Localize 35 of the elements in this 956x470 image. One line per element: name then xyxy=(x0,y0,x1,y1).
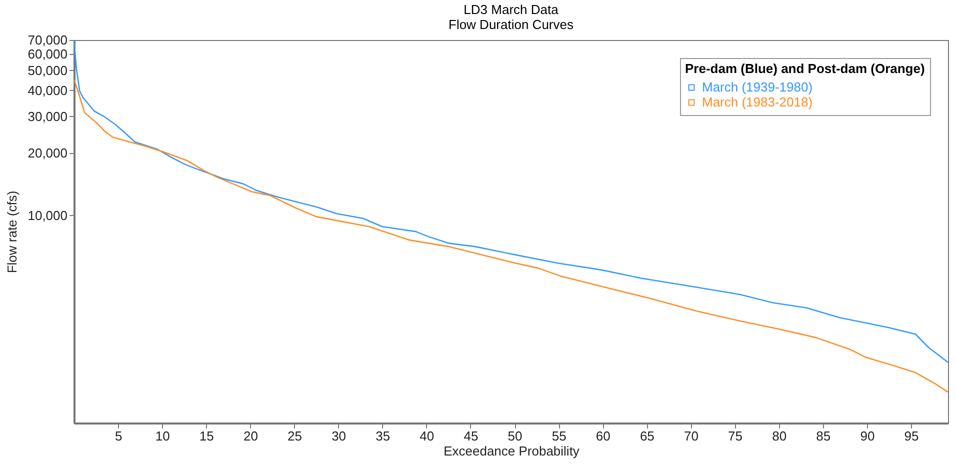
x-axis-title: Exceedance Probability xyxy=(444,444,580,458)
x-tick-label: 20 xyxy=(243,428,258,444)
x-tick-label: 30 xyxy=(332,428,346,444)
x-tick-label: 10 xyxy=(155,428,170,444)
x-tick-label: 5 xyxy=(114,428,122,444)
legend-title: Pre-dam (Blue) and Post-dam (Orange) xyxy=(685,61,925,76)
x-tick-label: 40 xyxy=(420,428,434,444)
y-tick-label: 20,000 xyxy=(28,145,68,160)
chart-title: LD3 March Data xyxy=(464,2,560,17)
y-tick-label: 70,000 xyxy=(28,32,68,48)
x-tick-label: 90 xyxy=(860,428,875,444)
y-tick-label: 50,000 xyxy=(28,62,68,78)
x-tick-label: 15 xyxy=(199,428,214,444)
line-series xyxy=(74,40,948,363)
y-axis-title: Flow rate (cfs) xyxy=(4,190,20,274)
x-tick-label: 65 xyxy=(640,428,654,444)
legend-label: March (1939-1980) xyxy=(702,80,813,94)
x-tick-label: 75 xyxy=(728,428,743,444)
y-tick-label: 30,000 xyxy=(28,108,68,124)
x-tick-label: 50 xyxy=(508,428,522,444)
y-tick-label: 10,000 xyxy=(28,208,68,223)
x-tick-label: 80 xyxy=(772,428,787,444)
x-tick-label: 55 xyxy=(552,428,566,444)
x-tick-label: 60 xyxy=(596,428,610,444)
y-tick-label: 60,000 xyxy=(28,46,68,62)
y-tick-label: 40,000 xyxy=(28,82,68,98)
x-tick-label: 70 xyxy=(684,428,698,444)
line-series xyxy=(74,78,948,393)
legend-label: March (1983-2018) xyxy=(702,94,813,110)
x-tick-label: 25 xyxy=(288,428,302,444)
x-tick-label: 85 xyxy=(816,428,831,444)
x-tick-label: 45 xyxy=(464,428,478,444)
x-tick-label: 35 xyxy=(376,428,390,444)
x-tick-label: 95 xyxy=(904,428,919,444)
chart-subtitle: Flow Duration Curves xyxy=(448,17,574,32)
